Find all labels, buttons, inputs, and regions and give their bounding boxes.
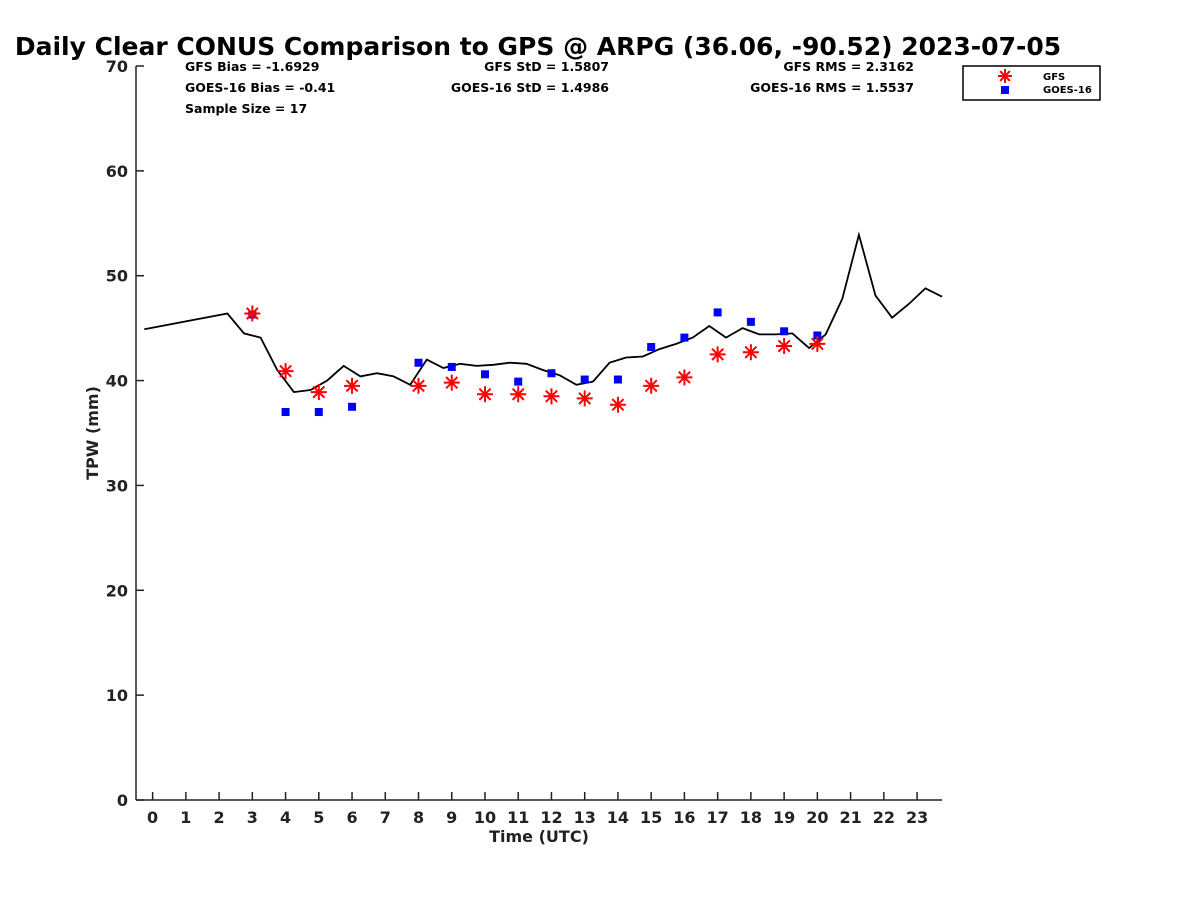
legend-box bbox=[962, 65, 1101, 101]
y-tick-label: 10 bbox=[106, 686, 128, 705]
x-tick-label: 3 bbox=[247, 808, 258, 827]
y-tick-label: 40 bbox=[106, 372, 128, 391]
goes16-point bbox=[680, 333, 689, 342]
gfs-point bbox=[709, 346, 726, 363]
gfs-point bbox=[609, 396, 626, 413]
goes16-point bbox=[314, 408, 323, 417]
gfs-point bbox=[510, 386, 527, 403]
x-tick-label: 22 bbox=[873, 808, 895, 827]
gfs-rms-stat: GFS RMS = 2.3162 bbox=[783, 59, 914, 74]
gfs-std-stat: GFS StD = 1.5807 bbox=[484, 59, 609, 74]
y-axis-label: TPW (mm) bbox=[83, 386, 102, 480]
gfs-point bbox=[543, 388, 560, 405]
x-tick-label: 9 bbox=[446, 808, 457, 827]
x-tick-label: 18 bbox=[740, 808, 762, 827]
goes16-point bbox=[613, 375, 622, 384]
gfs-point bbox=[476, 386, 493, 403]
x-tick-label: 15 bbox=[640, 808, 662, 827]
gfs-point bbox=[310, 384, 327, 401]
legend-goes16-label: GOES-16 bbox=[1043, 85, 1092, 96]
goes16-point bbox=[746, 317, 755, 326]
x-tick-label: 20 bbox=[806, 808, 828, 827]
legend-gfs-label: GFS bbox=[1043, 72, 1065, 83]
goes16-point bbox=[480, 370, 489, 379]
x-tick-label: 7 bbox=[380, 808, 391, 827]
goes16-point bbox=[547, 369, 556, 378]
x-tick-label: 21 bbox=[839, 808, 861, 827]
x-tick-label: 2 bbox=[214, 808, 225, 827]
chart-title: Daily Clear CONUS Comparison to GPS @ AR… bbox=[15, 32, 1061, 61]
goes-rms-stat: GOES-16 RMS = 1.5537 bbox=[750, 80, 914, 95]
gfs-point bbox=[244, 305, 261, 322]
x-axis-ticks: 0 1 2 3 4 5 6 7 8 9 10 11 12 13 14 15 16 17 18 19 20 21 22 23 bbox=[147, 792, 928, 827]
gfs-point bbox=[344, 377, 361, 394]
x-tick-label: 1 bbox=[180, 808, 191, 827]
goes-bias-stat: GOES-16 Bias = -0.41 bbox=[185, 80, 335, 95]
x-tick-label: 0 bbox=[147, 808, 158, 827]
goes-std-stat: GOES-16 StD = 1.4986 bbox=[451, 80, 609, 95]
gfs-point bbox=[742, 344, 759, 361]
x-tick-label: 4 bbox=[280, 808, 291, 827]
goes16-point bbox=[780, 327, 789, 336]
legend-gfs-marker bbox=[998, 69, 1012, 83]
goes16-point bbox=[281, 408, 290, 417]
y-tick-label: 0 bbox=[117, 791, 128, 810]
x-tick-label: 6 bbox=[346, 808, 357, 827]
gfs-point bbox=[576, 390, 593, 407]
x-tick-label: 5 bbox=[313, 808, 324, 827]
y-tick-label: 60 bbox=[106, 162, 128, 181]
gfs-marker-layer bbox=[244, 305, 826, 413]
x-tick-label: 17 bbox=[707, 808, 729, 827]
goes16-point bbox=[514, 377, 523, 386]
gfs-point bbox=[809, 335, 826, 352]
gfs-point bbox=[676, 369, 693, 386]
gfs-point bbox=[277, 363, 294, 380]
gfs-point bbox=[410, 377, 427, 394]
legend-goes16-marker bbox=[1001, 86, 1009, 94]
sample-size-stat: Sample Size = 17 bbox=[185, 101, 307, 116]
x-tick-label: 23 bbox=[906, 808, 928, 827]
x-tick-label: 14 bbox=[607, 808, 629, 827]
goes16-point bbox=[580, 375, 589, 384]
goes16-point bbox=[813, 331, 822, 340]
x-tick-label: 13 bbox=[574, 808, 596, 827]
y-tick-label: 70 bbox=[106, 57, 128, 76]
gfs-point bbox=[443, 374, 460, 391]
legend-gfs-asterisk bbox=[998, 69, 1012, 83]
legend: GFS GOES-16 bbox=[962, 65, 1101, 101]
goes16-point bbox=[348, 402, 357, 411]
gfs-point bbox=[643, 377, 660, 394]
x-tick-label: 8 bbox=[413, 808, 424, 827]
x-tick-label: 12 bbox=[540, 808, 562, 827]
x-tick-label: 16 bbox=[673, 808, 695, 827]
x-tick-label: 10 bbox=[474, 808, 496, 827]
gfs-point bbox=[776, 337, 793, 354]
gfs-bias-stat: GFS Bias = -1.6929 bbox=[185, 59, 319, 74]
y-axis-ticks: 0 10 20 30 40 50 60 70 bbox=[106, 57, 144, 810]
goes16-point bbox=[414, 358, 423, 367]
x-tick-label: 19 bbox=[773, 808, 795, 827]
x-axis-label: Time (UTC) bbox=[489, 827, 589, 846]
goes16-point bbox=[447, 362, 456, 371]
y-tick-label: 50 bbox=[106, 267, 128, 286]
goes16-point bbox=[647, 343, 656, 352]
y-tick-label: 20 bbox=[106, 581, 128, 600]
y-tick-label: 30 bbox=[106, 476, 128, 495]
x-tick-label: 11 bbox=[507, 808, 529, 827]
goes16-point bbox=[713, 308, 722, 317]
